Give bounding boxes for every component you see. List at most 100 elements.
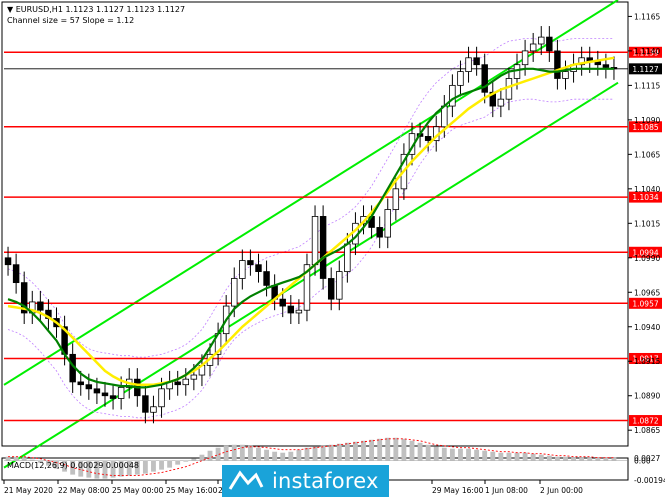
candle-body: [554, 50, 561, 79]
macd-bar: [142, 460, 148, 474]
macd-bar: [611, 457, 617, 461]
macd-bar: [458, 448, 463, 461]
macd-bar: [159, 460, 164, 470]
watermark-text: instaforex: [272, 469, 379, 493]
macd-bar: [110, 460, 116, 478]
macd-bar: [506, 452, 512, 461]
macd-tick-label: -0.00194: [634, 476, 665, 485]
candle-body: [239, 260, 246, 279]
candle-body: [101, 392, 109, 397]
macd-bar: [223, 445, 229, 461]
macd-bar: [199, 454, 205, 461]
envelope-bands: [7, 38, 614, 419]
candle-body: [12, 264, 20, 284]
candle-body: [303, 264, 311, 311]
macd-bar: [231, 444, 237, 461]
level-badge: [629, 191, 662, 203]
macd-bar: [595, 457, 601, 461]
candle-body: [489, 91, 497, 107]
macd-bar: [449, 448, 455, 461]
macd-bar: [264, 449, 269, 461]
macd-bar: [425, 444, 431, 461]
macd-bar: [102, 460, 108, 479]
level-label: 1.0957: [632, 299, 658, 308]
moving-averages: [7, 56, 615, 389]
candle-body: [336, 271, 343, 300]
candle-body: [182, 378, 190, 386]
candle-body: [311, 216, 319, 266]
macd-bar: [417, 442, 423, 461]
candle-body: [481, 64, 488, 93]
macd-bar: [579, 457, 585, 461]
symbol-header: ▼ EURUSD,H1 1.1123 1.1127 1.1123 1.1127: [7, 5, 185, 14]
watermark-logo-icon: [222, 465, 270, 497]
macd-bar: [46, 460, 51, 466]
level-label: 1.1127: [632, 65, 658, 74]
candle-body: [538, 36, 545, 45]
price-tick-label: 1.0865: [634, 426, 660, 435]
candle-body: [529, 43, 537, 52]
level-label: 1.0917: [632, 354, 658, 363]
envelope-upper: [7, 38, 614, 358]
macd-bar: [361, 440, 366, 461]
candle-body: [231, 278, 238, 307]
price-tick-label: 1.1140: [634, 47, 660, 56]
level-badge: [629, 415, 662, 427]
channel-info: Channel size = 57 Slope = 1.12: [7, 16, 135, 25]
macd-bar: [353, 441, 358, 461]
macd-tick-label: 0.00: [634, 457, 651, 466]
price-axis: 1.11651.11401.11151.10901.10651.10401.10…: [628, 12, 660, 435]
level-badge: [629, 246, 662, 258]
level-label: 1.1034: [632, 193, 658, 202]
envelope-lower: [7, 98, 614, 419]
macd-bar: [215, 447, 221, 461]
channel-upper-line: [3, 0, 619, 386]
candle-body: [465, 57, 472, 72]
price-tick-label: 1.0940: [634, 323, 660, 332]
candle-body: [20, 282, 28, 314]
price-tick-label: 1.0915: [634, 357, 660, 366]
time-label: 29 May 16:00: [432, 486, 484, 495]
candle-body: [287, 305, 295, 314]
candle-body: [562, 71, 569, 79]
macd-bar: [151, 460, 156, 472]
level-badge: [629, 297, 662, 309]
price-tick-label: 1.0890: [634, 392, 660, 401]
macd-bar: [5, 456, 11, 461]
macd-bar: [78, 460, 84, 477]
price-tick-label: 1.0990: [634, 254, 660, 263]
candle-body: [392, 188, 400, 210]
candle-body: [263, 271, 270, 286]
macd-bar: [118, 460, 124, 477]
macd-bar: [62, 460, 68, 472]
time-label: 1 Jun 08:00: [485, 486, 528, 495]
candle-body: [578, 57, 585, 66]
candle-body: [247, 260, 254, 266]
price-tick-label: 1.1065: [634, 150, 660, 159]
macd-bar: [312, 446, 318, 461]
macd-bar: [554, 456, 560, 461]
macd-bar: [490, 451, 496, 461]
macd-bar: [134, 460, 140, 475]
candle-body: [142, 395, 149, 413]
candle-body: [594, 61, 602, 66]
macd-bar: [126, 460, 132, 476]
macd-bar: [441, 447, 447, 461]
ma-fast-line: [7, 67, 614, 389]
macd-bar: [13, 456, 19, 461]
candle-body: [424, 136, 432, 141]
macd-bar: [587, 457, 593, 461]
macd-bar: [320, 445, 326, 461]
macd-bar: [94, 460, 100, 479]
level-label: 1.0872: [632, 417, 658, 426]
macd-bar: [29, 459, 35, 461]
macd-bar: [328, 444, 334, 461]
candle-body: [4, 257, 12, 266]
level-badge: [629, 63, 662, 75]
candle-body: [505, 78, 513, 100]
level-label: 1.1139: [632, 48, 658, 57]
price-channel: [3, 0, 619, 469]
macd-bar: [530, 453, 536, 461]
price-tick-label: 1.1090: [634, 116, 660, 125]
